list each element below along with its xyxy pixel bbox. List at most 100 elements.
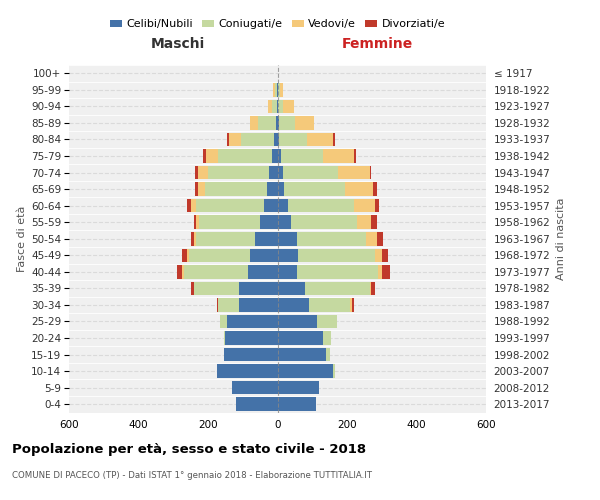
Bar (208, 166, 269, 179)
Bar (184, 265, 248, 278)
Bar (191, 232, 194, 245)
Bar (259, 116, 276, 130)
Bar (277, 232, 296, 245)
Bar (280, 83, 283, 96)
Bar (277, 265, 296, 278)
Bar (232, 381, 277, 394)
Bar (196, 232, 255, 245)
Bar (263, 199, 277, 212)
Bar (226, 332, 277, 345)
Bar (277, 282, 305, 295)
Bar (370, 166, 371, 179)
Bar (292, 216, 358, 229)
Bar (354, 199, 375, 212)
Bar (352, 298, 354, 312)
Bar (277, 100, 278, 113)
Bar (326, 348, 329, 362)
Bar (358, 216, 371, 229)
Bar (268, 100, 272, 113)
Bar (371, 216, 377, 229)
Bar (281, 149, 323, 163)
Bar (182, 265, 184, 278)
Bar (377, 232, 383, 245)
Bar (269, 166, 277, 179)
Bar (295, 116, 314, 130)
Bar (218, 298, 239, 312)
Bar (375, 248, 382, 262)
Bar (323, 149, 354, 163)
Bar (205, 182, 267, 196)
Bar (277, 166, 283, 179)
Bar (298, 248, 375, 262)
Bar (197, 182, 205, 196)
Bar (194, 216, 196, 229)
Bar (278, 100, 283, 113)
Bar (277, 149, 281, 163)
Bar (182, 248, 187, 262)
Bar (278, 83, 280, 96)
Bar (267, 182, 277, 196)
Bar (275, 83, 277, 96)
Bar (277, 132, 279, 146)
Bar (274, 83, 275, 96)
Bar (333, 132, 335, 146)
Bar (239, 298, 277, 312)
Bar (224, 348, 277, 362)
Bar (296, 232, 366, 245)
Bar (187, 199, 191, 212)
Bar (277, 199, 288, 212)
Bar (195, 182, 197, 196)
Bar (229, 132, 241, 146)
Bar (277, 66, 278, 80)
Bar (371, 282, 375, 295)
Bar (277, 248, 298, 262)
Bar (194, 282, 239, 295)
Bar (196, 199, 263, 212)
Bar (260, 216, 277, 229)
Bar (323, 332, 331, 345)
Bar (277, 332, 323, 345)
Bar (284, 182, 345, 196)
Bar (338, 166, 370, 179)
Bar (217, 298, 218, 312)
Bar (224, 332, 226, 345)
Bar (277, 348, 326, 362)
Bar (194, 232, 196, 245)
Bar (248, 265, 277, 278)
Bar (279, 132, 307, 146)
Bar (236, 398, 277, 411)
Bar (277, 298, 309, 312)
Bar (196, 216, 199, 229)
Legend: Celibi/Nubili, Coniugati/e, Vedovi/e, Divorziati/e: Celibi/Nubili, Coniugati/e, Vedovi/e, Di… (106, 15, 449, 34)
Bar (279, 116, 295, 130)
Bar (283, 166, 338, 179)
Bar (220, 314, 227, 328)
Bar (375, 199, 379, 212)
Bar (370, 282, 371, 295)
Bar (274, 132, 277, 146)
Bar (217, 364, 277, 378)
Bar (382, 265, 391, 278)
Bar (317, 314, 337, 328)
Text: COMUNE DI PACECO (TP) - Dati ISTAT 1° gennaio 2018 - Elaborazione TUTTITALIA.IT: COMUNE DI PACECO (TP) - Dati ISTAT 1° ge… (12, 471, 372, 480)
Bar (239, 282, 277, 295)
Bar (296, 265, 378, 278)
Bar (206, 149, 218, 163)
Bar (250, 116, 259, 130)
Text: Popolazione per età, sesso e stato civile - 2018: Popolazione per età, sesso e stato civil… (12, 442, 366, 456)
Bar (276, 116, 277, 130)
Bar (255, 232, 277, 245)
Bar (305, 282, 370, 295)
Bar (191, 282, 194, 295)
Bar (366, 232, 377, 245)
Bar (187, 248, 189, 262)
Bar (241, 132, 274, 146)
Bar (373, 182, 377, 196)
Bar (277, 182, 284, 196)
Bar (288, 199, 354, 212)
Bar (277, 83, 278, 96)
Bar (345, 182, 373, 196)
Bar (277, 116, 279, 130)
Bar (378, 265, 382, 278)
Bar (277, 364, 333, 378)
